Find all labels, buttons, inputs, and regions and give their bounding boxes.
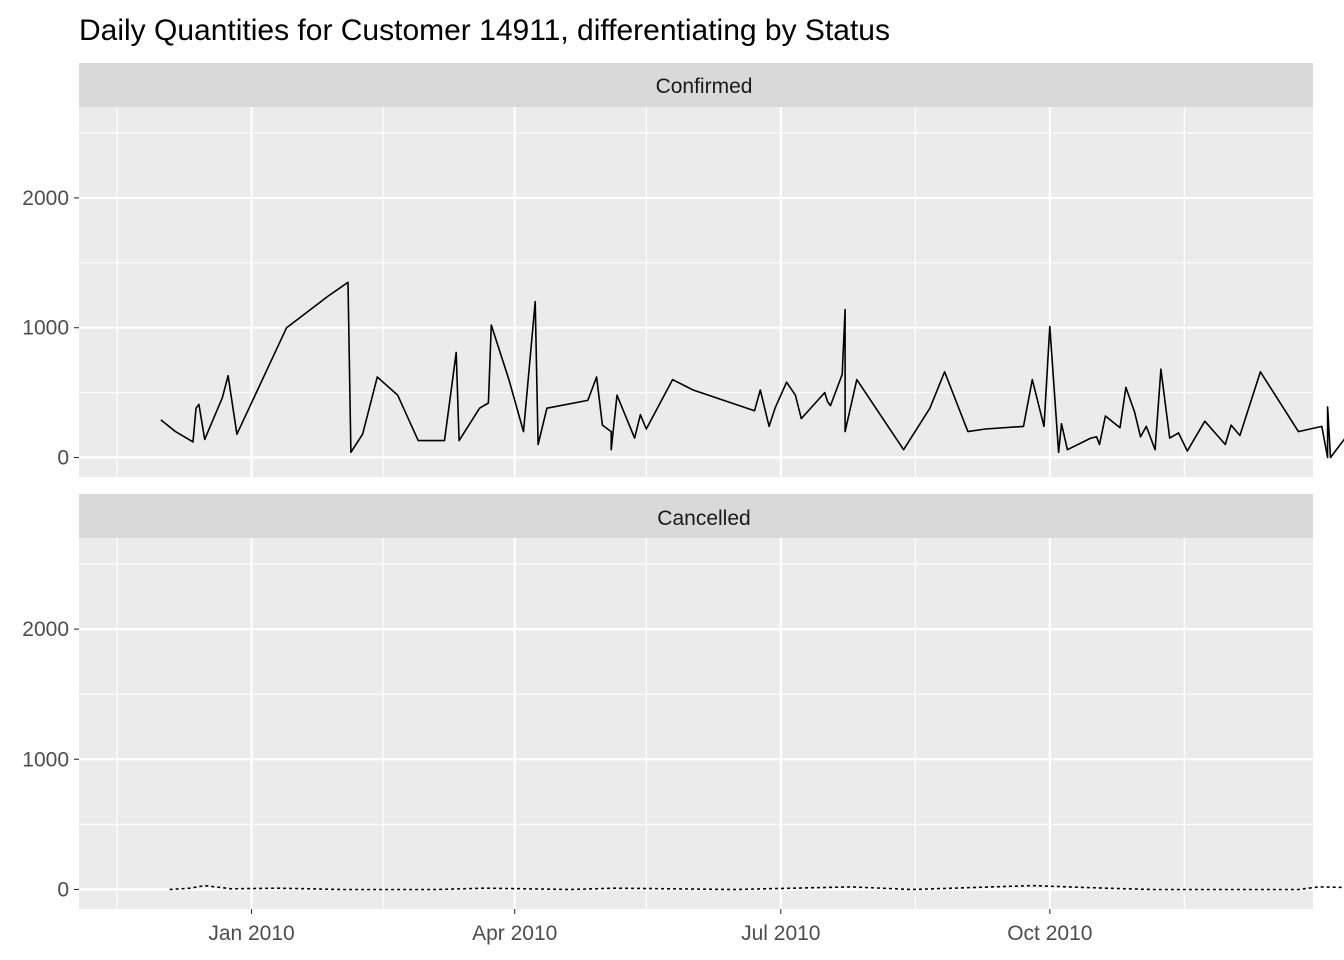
- x-tick-label: Oct 2010: [1007, 922, 1092, 945]
- panel-confirmed: [79, 107, 1313, 477]
- y-tick-label: 1000: [22, 748, 69, 771]
- y-tick-label: 0: [57, 447, 69, 470]
- panel-cancelled: [79, 538, 1313, 909]
- y-axis-confirmed: 0 1000 2000: [22, 187, 79, 470]
- y-tick-label: 2000: [22, 618, 69, 641]
- series-cancelled: [169, 884, 1344, 891]
- y-tick-label: 2000: [22, 187, 69, 210]
- series-line-confirmed: [160, 281, 1344, 459]
- facet-strip-confirmed: [79, 63, 1313, 107]
- facet-label-confirmed: Confirmed: [656, 75, 753, 98]
- series-line-cancelled: [169, 884, 1344, 891]
- facet-label-cancelled: Cancelled: [657, 507, 750, 530]
- y-tick-label: 0: [57, 878, 69, 901]
- series-confirmed: [160, 281, 1344, 459]
- facet-strip-cancelled: [79, 494, 1313, 538]
- y-tick-label: 1000: [22, 317, 69, 340]
- x-tick-label: Jul 2010: [741, 922, 820, 945]
- x-tick-label: Jan 2010: [208, 922, 294, 945]
- x-axis: Jan 2010 Apr 2010 Jul 2010 Oct 2010: [208, 909, 1092, 945]
- grid-confirmed: [79, 107, 1313, 477]
- y-axis-cancelled: 0 1000 2000: [22, 618, 79, 901]
- x-tick-label: Apr 2010: [472, 922, 557, 945]
- grid-cancelled: [79, 538, 1313, 909]
- chart-title: Daily Quantities for Customer 14911, dif…: [79, 14, 890, 47]
